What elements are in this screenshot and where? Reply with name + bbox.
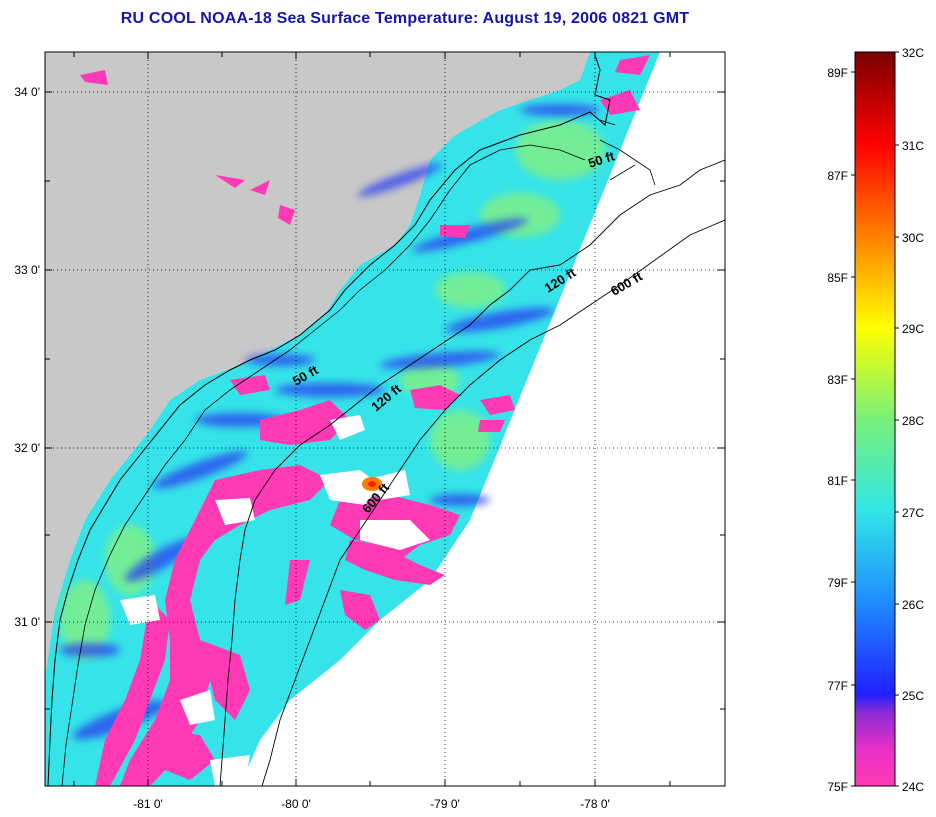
- grid-lines: [45, 52, 725, 786]
- contour-120ft: [219, 159, 725, 786]
- lon-label-81: -81 0': [133, 797, 163, 811]
- lat-label-32: 32 0': [14, 441, 40, 455]
- tick-marks: [45, 52, 725, 786]
- colorbar-ticks: [851, 51, 899, 787]
- cb-label-79f: 79F: [827, 576, 848, 590]
- cb-label-26c: 26C: [902, 598, 924, 612]
- cold-water-24c: [80, 55, 650, 786]
- colorbar: [854, 51, 896, 787]
- map-title: RU COOL NOAA-18 Sea Surface Temperature:…: [120, 10, 690, 27]
- coastline: [47, 54, 611, 786]
- cb-label-75f: 75F: [827, 780, 848, 794]
- land-area: [45, 52, 590, 786]
- coastline-detail: [599, 119, 656, 186]
- cb-label-83f: 83F: [827, 373, 848, 387]
- lon-label-80: -80 0': [281, 797, 311, 811]
- lon-label-79: -79 0': [430, 797, 460, 811]
- cb-label-25c: 25C: [902, 689, 924, 703]
- cb-label-30c: 30C: [902, 231, 924, 245]
- plot-frame: [44, 51, 726, 787]
- cb-label-29c: 29C: [902, 322, 924, 336]
- cb-label-81f: 81F: [827, 474, 848, 488]
- cb-label-87f: 87F: [827, 169, 848, 183]
- contour-50ft: [61, 144, 586, 786]
- cb-label-24c: 24C: [902, 780, 924, 794]
- cloud-gaps: [120, 415, 430, 786]
- contour-600ft: [261, 219, 725, 786]
- cb-label-77f: 77F: [827, 679, 848, 693]
- cb-label-28c: 28C: [902, 414, 924, 428]
- warm-spot: [362, 477, 382, 491]
- cb-label-85f: 85F: [827, 271, 848, 285]
- cb-label-27c: 27C: [902, 506, 924, 520]
- lat-label-31: 31 0': [14, 615, 40, 629]
- lat-label-34: 34 0': [14, 85, 40, 99]
- lon-label-78: -78 0': [580, 797, 610, 811]
- cb-label-89f: 89F: [827, 66, 848, 80]
- cb-label-32c: 32C: [902, 46, 924, 60]
- lat-label-33: 33 0': [14, 263, 40, 277]
- cb-label-31c: 31C: [902, 139, 924, 153]
